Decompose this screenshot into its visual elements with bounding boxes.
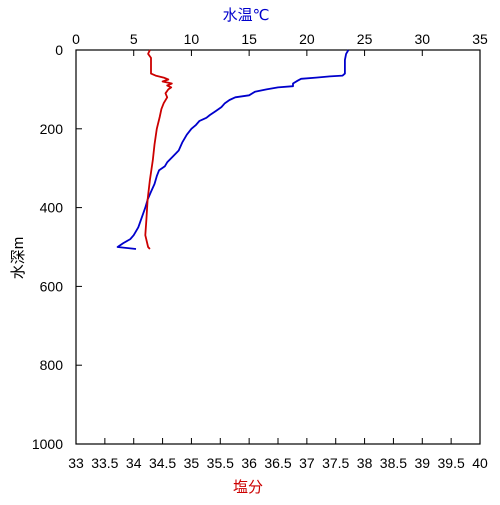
y-tick-label: 600	[40, 278, 64, 294]
y-tick-label: 1000	[32, 436, 63, 452]
bottom-tick-label: 33.5	[91, 455, 118, 471]
bottom-tick-label: 35.5	[207, 455, 234, 471]
y-tick-label: 200	[40, 121, 64, 137]
bottom-tick-label: 34.5	[149, 455, 176, 471]
top-axis-title: 水温℃	[223, 7, 270, 24]
bottom-tick-label: 34	[126, 455, 142, 471]
bottom-tick-label: 39	[414, 455, 430, 471]
top-tick-label: 20	[299, 31, 315, 47]
bottom-tick-label: 36.5	[264, 455, 291, 471]
bottom-tick-label: 39.5	[438, 455, 465, 471]
top-tick-label: 5	[130, 31, 138, 47]
bottom-tick-label: 35	[184, 455, 200, 471]
top-tick-label: 0	[72, 31, 80, 47]
bottom-tick-label: 33	[68, 455, 84, 471]
bottom-tick-label: 40	[472, 455, 488, 471]
top-tick-label: 35	[472, 31, 488, 47]
bottom-axis-title: 塩分	[233, 479, 263, 496]
top-tick-label: 30	[414, 31, 430, 47]
y-axis-title: 水深m	[10, 237, 27, 280]
y-tick-label: 800	[40, 357, 64, 373]
bottom-tick-label: 37.5	[322, 455, 349, 471]
y-tick-label: 0	[55, 42, 63, 58]
top-tick-label: 25	[357, 31, 373, 47]
top-tick-label: 10	[184, 31, 200, 47]
bottom-tick-label: 38	[357, 455, 373, 471]
bottom-tick-label: 36	[241, 455, 257, 471]
salinity-profile-line	[144, 49, 173, 250]
bottom-tick-label: 38.5	[380, 455, 407, 471]
top-tick-label: 15	[241, 31, 257, 47]
y-tick-label: 400	[40, 200, 64, 216]
temperature-profile-line	[116, 49, 350, 250]
plot-frame	[75, 49, 481, 445]
bottom-tick-label: 37	[299, 455, 315, 471]
